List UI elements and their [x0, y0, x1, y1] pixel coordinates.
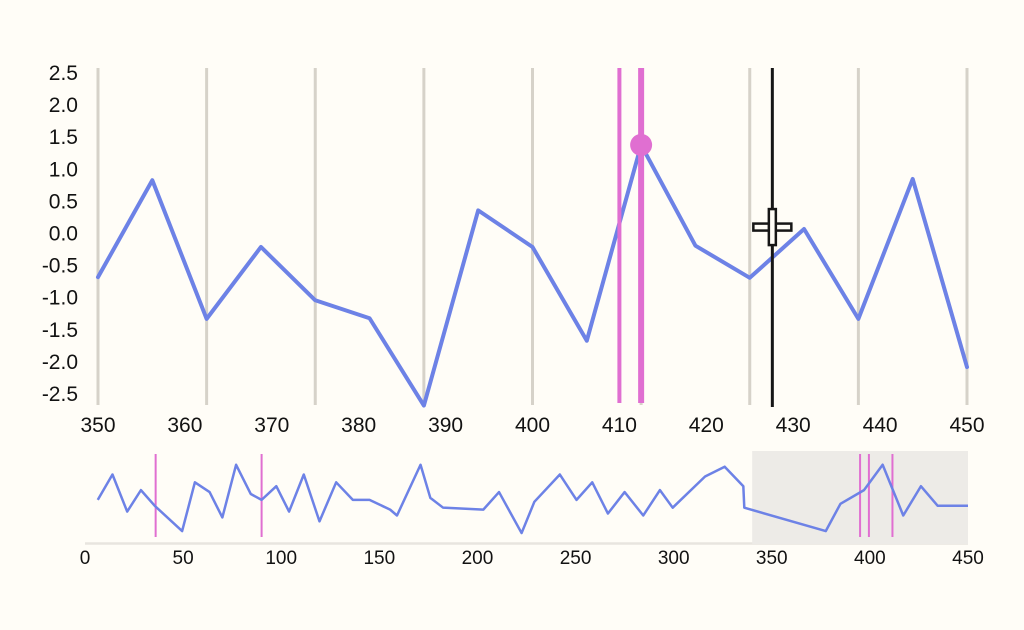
y-axis-tick-label: -2.0 [42, 351, 78, 374]
x-axis-tick-label: 360 [167, 414, 202, 437]
overview-tick-label: 100 [265, 548, 297, 569]
overview-tick-label: 250 [560, 548, 592, 569]
y-axis-tick-label: 1.5 [49, 126, 78, 149]
x-axis-tick-label: 370 [254, 414, 289, 437]
y-axis-tick-label: -1.0 [42, 287, 78, 310]
y-axis-tick-label: 1.0 [49, 158, 78, 181]
x-axis-tick-label: 440 [863, 414, 898, 437]
y-axis-tick-label: 0.0 [49, 223, 78, 246]
y-axis-tick-label: 2.0 [49, 94, 78, 117]
x-axis-tick-label: 430 [776, 414, 811, 437]
overview-tick-label: 450 [952, 548, 984, 569]
selected-point-marker[interactable] [630, 133, 653, 156]
mouse-cursor-crosshair-icon [752, 207, 793, 247]
main-chart[interactable]: 2.5 2.0 1.5 1.0 0.5 0.0 -0.5 -1.0 -1.5 -2.0 -2.535… [42, 62, 985, 437]
overview-tick-label: 200 [462, 548, 494, 569]
y-axis-tick-label: -2.5 [42, 383, 78, 406]
x-axis-tick-label: 390 [428, 414, 463, 437]
x-axis-tick-label: 450 [949, 414, 984, 437]
x-axis-tick-label: 380 [341, 414, 376, 437]
overview-tick-label: 0 [80, 548, 91, 569]
y-axis-tick-label: 2.5 [49, 62, 78, 85]
x-axis-tick-label: 420 [689, 414, 724, 437]
overview-tick-label: 400 [854, 548, 886, 569]
y-axis-tick-label: 0.5 [49, 190, 78, 213]
overview-tick-label: 150 [363, 548, 395, 569]
overview-tick-label: 50 [173, 548, 194, 569]
overview-tick-label: 300 [658, 548, 690, 569]
y-axis-tick-label: -1.5 [42, 319, 78, 342]
overview-chart[interactable]: 0 50 100 150 200 250 300 350 400 450 [80, 451, 984, 569]
x-axis-tick-label: 410 [602, 414, 637, 437]
main-series-line [96, 142, 969, 408]
overview-tick-label: 350 [756, 548, 788, 569]
overview-series-line [96, 463, 968, 535]
x-axis-tick-label: 400 [515, 414, 550, 437]
y-axis-tick-label: -0.5 [42, 255, 78, 278]
x-axis-tick-label: 350 [80, 414, 115, 437]
